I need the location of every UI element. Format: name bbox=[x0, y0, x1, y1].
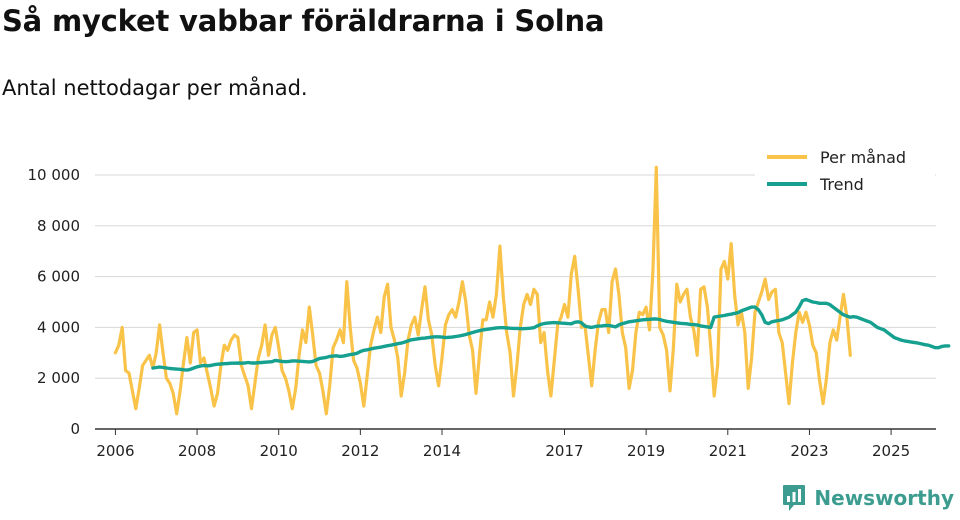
brand-name: Newsworthy bbox=[814, 486, 954, 510]
legend-item-per-manad-label: Per månad bbox=[820, 148, 906, 167]
x-axis: 2006 2008 2010 2012 2014 2017 2019 2021 2023 2025 bbox=[96, 429, 910, 460]
y-tick-label: 0 bbox=[70, 420, 80, 438]
y-tick-label: 8 000 bbox=[37, 217, 80, 235]
legend-item-trend-label: Trend bbox=[819, 175, 864, 194]
y-tick-label: 10 000 bbox=[28, 166, 81, 184]
x-tick-label: 2019 bbox=[627, 442, 665, 460]
x-tick-label: 2023 bbox=[790, 442, 828, 460]
series-line-per-manad bbox=[113, 165, 852, 416]
x-tick-label: 2017 bbox=[545, 442, 583, 460]
x-tick-label: 2012 bbox=[341, 442, 379, 460]
legend: Per månad Trend bbox=[755, 146, 935, 196]
y-tick-label: 2 000 bbox=[37, 369, 80, 387]
x-tick-label: 2014 bbox=[423, 442, 461, 460]
brand-logo: Newsworthy bbox=[782, 482, 954, 514]
y-axis: 0 2 000 4 000 6 000 8 000 10 000 bbox=[28, 166, 81, 438]
chart-title: Så mycket vabbar föräldrarna i Solna bbox=[2, 4, 605, 38]
x-tick-label: 2010 bbox=[260, 442, 298, 460]
legend-background bbox=[755, 173, 935, 196]
y-tick-label: 4 000 bbox=[37, 318, 80, 336]
legend-background bbox=[755, 146, 935, 169]
x-tick-label: 2006 bbox=[96, 442, 134, 460]
newsworthy-logo-icon bbox=[783, 485, 806, 511]
series-line-trend bbox=[151, 297, 951, 372]
y-tick-label: 6 000 bbox=[37, 268, 80, 286]
chart-subtitle: Antal nettodagar per månad. bbox=[2, 76, 308, 100]
series-lines bbox=[113, 165, 951, 416]
x-tick-label: 2025 bbox=[872, 442, 910, 460]
x-tick-label: 2021 bbox=[709, 442, 747, 460]
x-tick-label: 2008 bbox=[178, 442, 216, 460]
